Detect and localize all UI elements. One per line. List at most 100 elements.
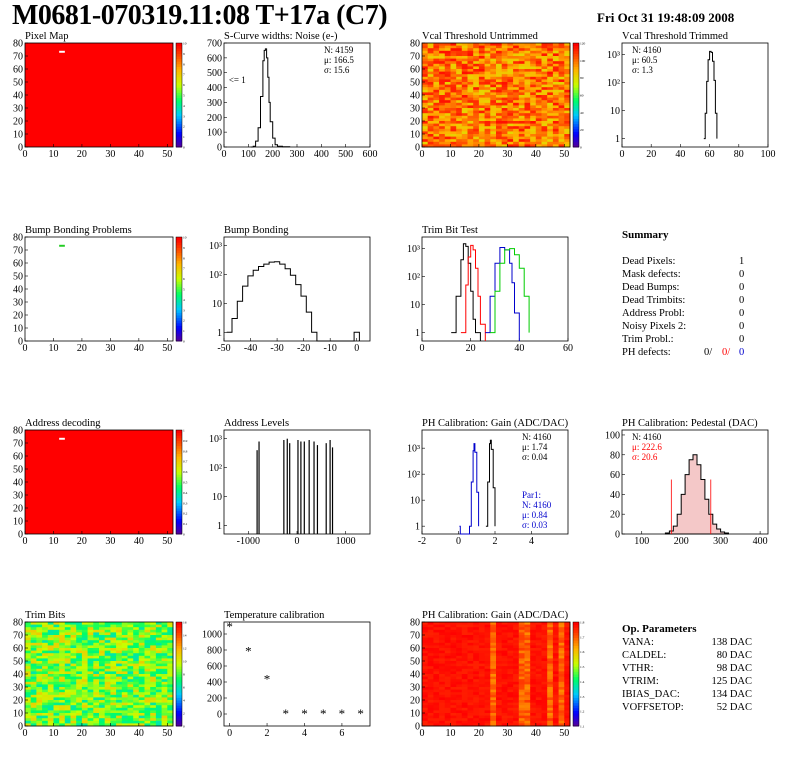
vcal-untrimmed-xtick: 50 (559, 149, 569, 160)
vcal-trimmed-xtick: 100 (761, 149, 776, 160)
ph-defect-value: 0/ (704, 347, 713, 358)
scurve-ytick: 500 (207, 68, 222, 79)
summary-row: Dead Bumps: 0 (622, 282, 747, 293)
address-decoding-ztick: 0.3 (183, 501, 188, 505)
trim-bits-ytick: 80 (13, 618, 23, 629)
ph-gain-stat: σ: 0.04 (522, 452, 548, 462)
address-decoding-xtick: 20 (77, 536, 87, 547)
address-decoding-ytick: 20 (13, 504, 23, 515)
scurve-chart: 0 100 200 300 400 500 600010020030040050060070… (207, 39, 378, 160)
bump-problems-ytick: 40 (13, 285, 23, 296)
trim-bit-test-series-0 (451, 243, 481, 341)
trim-bits-ztick: 16 (183, 621, 187, 625)
trim-bit-test-xtick: 20 (466, 343, 476, 354)
summary-row: Mask defects: 0 (622, 269, 747, 280)
summary-value: 0 (739, 321, 745, 332)
vcal-untrimmed-cells (422, 43, 571, 148)
bump-problems-xtick: 10 (48, 343, 58, 354)
address-decoding-xtick: 50 (162, 536, 172, 547)
pixel-map-cells (25, 43, 173, 147)
vcal-untrimmed-ytick: 20 (410, 117, 420, 128)
vcal-trimmed-stat: σ: 1.3 (632, 65, 653, 75)
scurve-xtick: 200 (265, 149, 280, 160)
temperature-point: * (245, 644, 252, 659)
address-levels-chart: -1000 0 1000 1 10 10² 10³ (209, 429, 371, 547)
bump-bonding-xtick: -30 (270, 343, 283, 354)
trim-bits-xtick: 30 (105, 728, 115, 739)
ph-gain-stat: μ: 1.74 (522, 442, 548, 452)
ph-pedestal-stat: N: 4160 (632, 432, 662, 442)
address-levels-xtick: -1000 (237, 536, 260, 547)
op-param-row: VTHR: 98 DAC (622, 663, 752, 674)
address-decoding-chart: 00.10.20.30.40.50.60.70.80.910 10 20 30 40 50… (13, 426, 188, 547)
summary-label: Dead Trimbits: (622, 295, 686, 306)
scurve-ytick: 700 (207, 39, 222, 50)
temperature-ytick: 1000 (202, 630, 222, 641)
bump-problems-ztick: 5 (183, 288, 185, 292)
address-decoding-ytick: 10 (13, 517, 23, 528)
scurve-ytick: 100 (207, 128, 222, 139)
bump-bonding-ytick: 10³ (209, 241, 222, 252)
temperature-point: * (357, 706, 364, 721)
summary-label: Dead Bumps: (622, 282, 680, 293)
trim-bits-ztick: 4 (183, 699, 185, 703)
vcal-trimmed-xtick: 60 (705, 149, 715, 160)
temperature-ytick: 800 (207, 646, 222, 657)
ph-pedestal-ytick: 0 (615, 530, 620, 541)
summary-panel: Summary Dead Pixels: 1 Mask defects: 0 Dead … (622, 229, 792, 358)
pixel-map-ytick: 80 (13, 39, 23, 50)
temperature-ytick: 400 (207, 678, 222, 689)
address-decoding-ztick: 1 (183, 429, 185, 433)
trim-bit-test-xtick: 0 (420, 343, 425, 354)
scurve-title: S-Curve widths: Noise (e-) (224, 31, 338, 42)
bump-bonding-title: Bump Bonding (224, 225, 289, 236)
summary-label: Noisy Pixels 2: (622, 321, 687, 332)
scurve-ytick: 0 (217, 143, 222, 154)
pixel-map-xtick: 20 (77, 149, 87, 160)
pixel-map-xtick: 50 (162, 149, 172, 160)
trim-bit-test-title: Trim Bit Test (422, 225, 478, 236)
trim-bit-test-xtick: 60 (563, 343, 573, 354)
pixel-map-ytick: 70 (13, 52, 23, 63)
ph-pedestal-ytick: 20 (610, 510, 620, 521)
op-param-value: 134 DAC (711, 689, 752, 700)
trim-bit-test-ytick: 1 (415, 328, 420, 339)
temperature-point: * (226, 619, 233, 634)
vcal-untrimmed-ytick: 80 (410, 39, 420, 50)
bump-problems-title: Bump Bonding Problems (25, 225, 132, 236)
bump-problems-xtick: 50 (162, 343, 172, 354)
summary-value: 0 (739, 308, 745, 319)
ph-gain-map-xtick: 50 (559, 728, 569, 739)
vcal-untrimmed-ztick: 120 (580, 42, 586, 46)
ph-gain-map-ytick: 20 (410, 696, 420, 707)
vcal-untrimmed-ztick: 0 (580, 146, 582, 150)
vcal-untrimmed-ztick: 20 (580, 128, 584, 132)
bump-problems-ztick: 3 (183, 308, 185, 312)
ph-gain-map-colorbar: 1.1 1.2 1.3 1.4 1.5 1.6 1.7 1.8 (572, 621, 585, 729)
ph-pedestal-ytick: 40 (610, 490, 620, 501)
pixel-map-ytick: 0 (18, 143, 23, 154)
pixel-map-ytick: 10 (13, 130, 23, 141)
trim-bit-test-ytick: 10 (410, 300, 420, 311)
ph-gain-xtick: 0 (456, 536, 461, 547)
ph-gain-map-ztick: 1.5 (580, 665, 585, 669)
vcal-untrimmed-ytick: 0 (415, 143, 420, 154)
pixel-map-ytick: 50 (13, 78, 23, 89)
trim-bits-ytick: 20 (13, 696, 23, 707)
vcal-trimmed-xtick: 0 (620, 149, 625, 160)
vcal-untrimmed-ztick: 100 (580, 59, 586, 63)
address-decoding-ztick: 0.1 (183, 522, 188, 526)
scurve-xtick: 600 (363, 149, 378, 160)
bump-problems-xtick: 0 (23, 343, 28, 354)
bump-problems-ztick: 6 (183, 277, 185, 281)
temperature-point: * (283, 706, 290, 721)
vcal-trimmed-xtick: 80 (734, 149, 744, 160)
temperature-ytick: 0 (217, 710, 222, 721)
trim-bits-ytick: 40 (13, 670, 23, 681)
vcal-trimmed-stat: N: 4160 (632, 45, 662, 55)
bump-problems-ytick: 30 (13, 298, 23, 309)
ph-gain-map-cells (422, 622, 571, 727)
